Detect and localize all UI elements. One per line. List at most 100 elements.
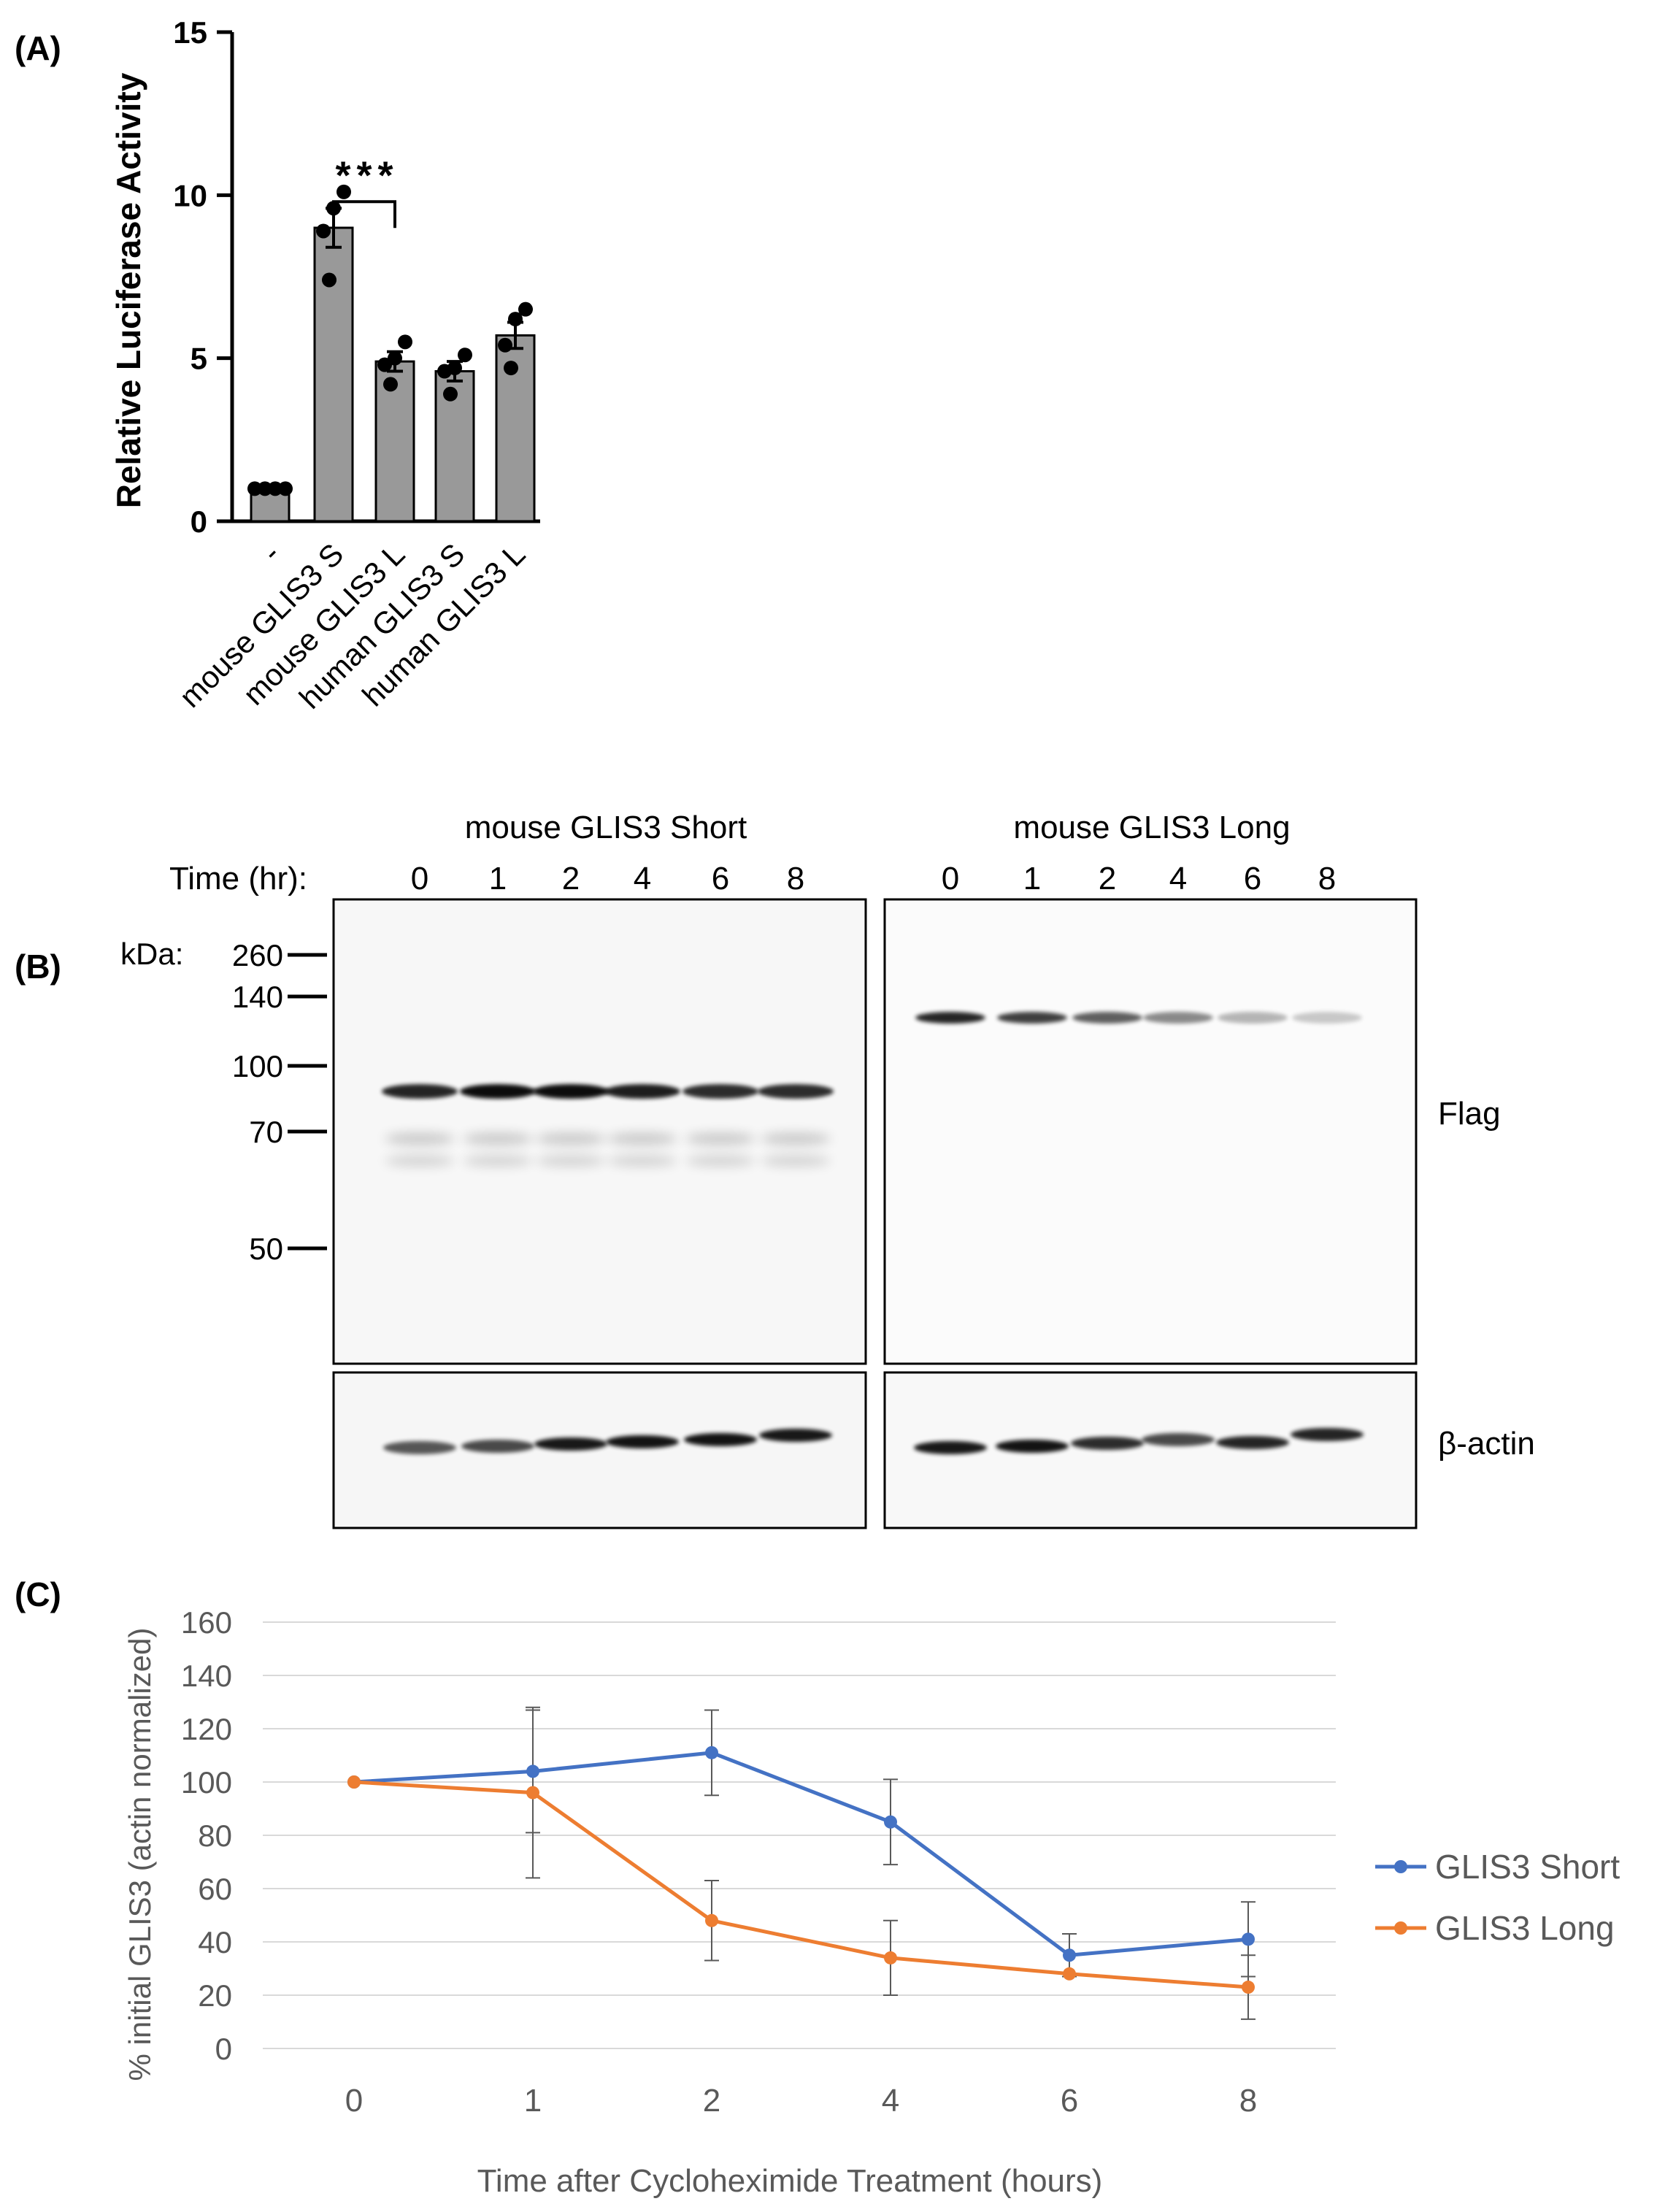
series-point <box>526 1786 539 1800</box>
series-point <box>526 1764 539 1778</box>
flag-band-short <box>382 1084 458 1099</box>
time-label: Time (hr): <box>169 861 307 896</box>
x-tick-label: 2 <box>703 2083 720 2119</box>
marker-label: 100 <box>232 1049 283 1083</box>
flag-band-long <box>1292 1012 1362 1024</box>
data-point <box>443 386 458 402</box>
flag-band-long <box>997 1012 1067 1024</box>
right-flag-blot <box>883 898 1418 1365</box>
actin-band <box>606 1435 679 1448</box>
panel-b-label: (B) <box>15 948 61 986</box>
flag-band-short <box>460 1084 536 1099</box>
actin-band <box>1071 1437 1144 1450</box>
blot-bands <box>382 1012 1364 1454</box>
y-tick-label: 0 <box>191 504 207 539</box>
panel-b: (B) mouse GLIS3 Short mouse GLIS3 Long T… <box>15 810 1535 1529</box>
bar <box>374 360 415 523</box>
data-point <box>437 364 452 379</box>
panel-c-label: (C) <box>15 1575 61 1613</box>
flag-faint-band-short <box>536 1134 606 1144</box>
flag-faint-band-short <box>685 1156 755 1166</box>
time-point-label: 2 <box>1099 861 1116 896</box>
y-tick-label: 40 <box>198 1925 232 1959</box>
time-point-label: 1 <box>1023 861 1041 896</box>
time-point-label: 8 <box>787 861 804 896</box>
actin-band <box>383 1441 456 1454</box>
data-point <box>383 377 398 392</box>
panel-c-gridlines <box>263 1621 1336 2049</box>
flag-faint-band-short <box>761 1134 831 1144</box>
flag-faint-band-short <box>761 1156 831 1166</box>
time-point-label: 1 <box>489 861 507 896</box>
actin-band <box>461 1440 534 1453</box>
data-point <box>316 223 331 239</box>
series-point <box>347 1775 361 1789</box>
x-tick-label: - <box>255 537 286 568</box>
panel-a-label: (A) <box>15 29 61 67</box>
x-tick-label: 8 <box>1239 2083 1257 2119</box>
data-point <box>322 272 337 288</box>
flag-faint-band-short <box>607 1134 677 1144</box>
series-line <box>353 1780 1249 1989</box>
legend-swatch-marker <box>1394 1860 1407 1873</box>
time-point-label: 2 <box>562 861 580 896</box>
flag-band-long <box>1072 1012 1142 1024</box>
y-tick-label: 5 <box>191 342 207 376</box>
significance-stars: *** <box>335 153 399 197</box>
panel-c-series <box>347 1706 1256 2020</box>
legend-label: GLIS3 Long <box>1435 1909 1615 1947</box>
data-point <box>508 312 523 327</box>
y-tick-label: 160 <box>181 1605 232 1640</box>
flag-band-short <box>682 1084 758 1099</box>
data-point <box>498 337 512 353</box>
actin-band <box>534 1437 607 1451</box>
x-tick-label: 0 <box>345 2083 363 2119</box>
y-tick-label: 100 <box>181 1765 232 1800</box>
time-point-label: 4 <box>1169 861 1187 896</box>
y-tick-label: 120 <box>181 1712 232 1746</box>
flag-faint-band-short <box>385 1156 455 1166</box>
significance-bracket-line <box>332 200 396 229</box>
flag-band-long <box>1218 1012 1288 1024</box>
series-point <box>884 1951 897 1965</box>
significance-bracket: *** <box>332 153 399 229</box>
actin-band <box>1216 1436 1289 1449</box>
series-point <box>1063 1967 1076 1981</box>
data-point <box>247 481 262 496</box>
y-tick-label: 60 <box>198 1872 232 1906</box>
data-point <box>398 334 412 350</box>
y-tick-label: 20 <box>198 1978 232 2013</box>
kda-label: kDa: <box>120 937 183 971</box>
flag-faint-band-short <box>536 1156 606 1166</box>
time-point-label: 0 <box>411 861 428 896</box>
right-time-labels: 0 1 2 4 6 8 <box>942 861 1336 896</box>
time-point-label: 0 <box>942 861 959 896</box>
y-tick-label: 0 <box>215 2032 232 2066</box>
actin-band <box>759 1429 832 1442</box>
flag-band-short <box>758 1084 834 1099</box>
flag-band-short <box>533 1084 609 1099</box>
flag-faint-band-short <box>463 1156 533 1166</box>
bar <box>313 226 354 523</box>
series-point <box>1242 1932 1255 1946</box>
data-point <box>278 481 293 496</box>
data-point <box>458 347 472 363</box>
panel-c-x-axis-label: Time after Cycloheximide Treatment (hour… <box>477 2163 1103 2199</box>
series-point <box>705 1913 718 1927</box>
data-point <box>258 481 272 496</box>
flag-faint-band-short <box>463 1134 533 1144</box>
data-point <box>504 361 518 376</box>
panel-c-legend: GLIS3 Short GLIS3 Long <box>1375 1848 1620 1947</box>
y-tick-label: 80 <box>198 1819 232 1853</box>
left-flag-blot <box>332 898 867 1365</box>
time-point-label: 6 <box>712 861 729 896</box>
flag-band-long <box>1143 1012 1213 1024</box>
flag-faint-band-short <box>685 1134 755 1144</box>
marker-label: 70 <box>249 1115 283 1149</box>
molecular-weight-markers: 260 140 100 70 50 <box>232 938 327 1266</box>
left-time-labels: 0 1 2 4 6 8 <box>411 861 804 896</box>
data-point <box>377 357 392 372</box>
panel-a: (A) Relative Luciferase Activity 051015 … <box>15 15 540 715</box>
